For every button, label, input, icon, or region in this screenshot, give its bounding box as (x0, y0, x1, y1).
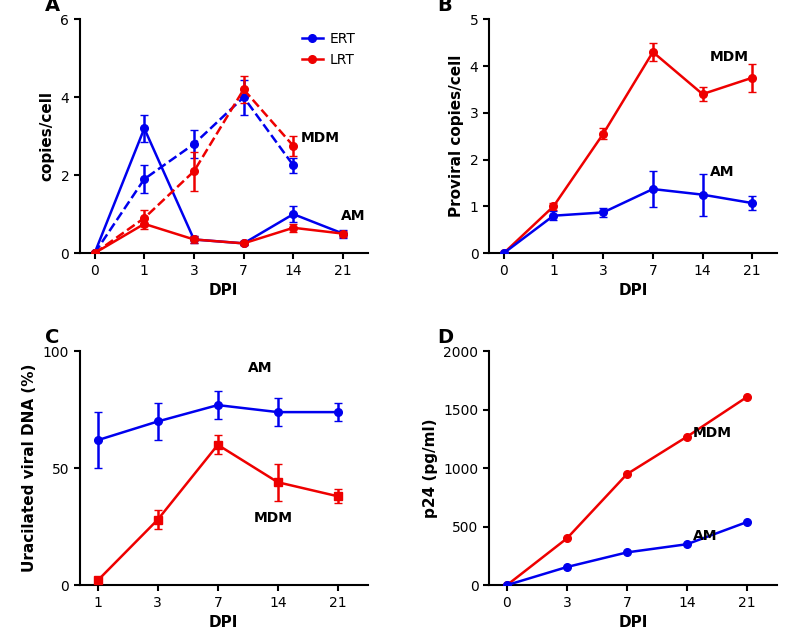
Text: C: C (45, 328, 60, 347)
Text: AM: AM (710, 165, 735, 179)
X-axis label: DPI: DPI (618, 615, 648, 630)
Text: AM: AM (693, 529, 717, 543)
Text: MDM: MDM (253, 511, 292, 525)
Y-axis label: Uracilated viral DNA (%): Uracilated viral DNA (%) (22, 364, 37, 572)
Text: MDM: MDM (710, 50, 749, 64)
X-axis label: DPI: DPI (618, 283, 648, 298)
X-axis label: DPI: DPI (209, 283, 238, 298)
Text: A: A (45, 0, 61, 15)
Text: AM: AM (248, 361, 273, 376)
Y-axis label: Proviral copies/cell: Proviral copies/cell (449, 55, 464, 217)
Text: AM: AM (340, 209, 365, 223)
Legend: ERT, LRT: ERT, LRT (296, 26, 361, 72)
Y-axis label: copies/cell: copies/cell (40, 91, 55, 181)
Text: D: D (437, 328, 453, 347)
Y-axis label: p24 (pg/ml): p24 (pg/ml) (422, 419, 438, 518)
Text: B: B (437, 0, 452, 15)
Text: MDM: MDM (300, 131, 340, 145)
Text: MDM: MDM (693, 426, 732, 440)
X-axis label: DPI: DPI (209, 615, 238, 630)
